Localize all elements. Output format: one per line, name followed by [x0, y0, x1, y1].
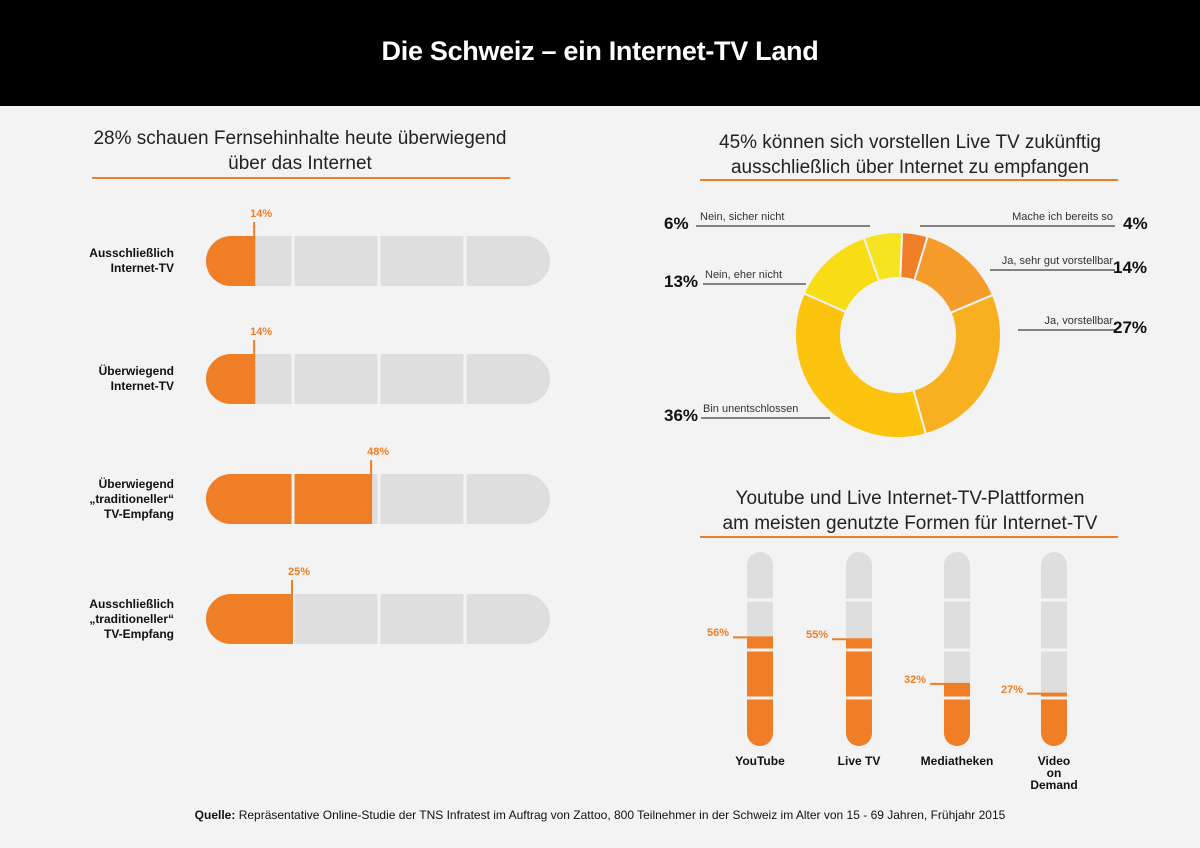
vbar-title-rule: [700, 536, 1118, 538]
donut-title-rule: [700, 179, 1118, 181]
donut-slice-value: 36%: [664, 406, 699, 425]
donut-slice-value: 13%: [664, 272, 699, 291]
donut-slice-label: Nein, eher nicht: [705, 269, 783, 281]
hbar-category-line: Ausschließlich: [89, 596, 174, 611]
donut-slice-label: Ja, sehr gut vorstellbar: [1001, 255, 1113, 267]
donut-title-line-1: 45% können sich vorstellen Live TV zukün…: [719, 132, 1101, 153]
hbar-category-line: Ausschließlich: [89, 246, 174, 260]
vbar-value-label: 56%: [707, 627, 730, 640]
vbar-category-line: on: [1046, 766, 1062, 780]
donut-section-title: 45% können sich vorstellen Live TV zukün…: [680, 130, 1140, 180]
vbar-value-label: 27%: [1001, 683, 1024, 696]
hbar-category-line: Überwiegend: [98, 476, 174, 491]
source-label: Quelle:: [194, 808, 236, 822]
hbar-fill: [206, 594, 292, 644]
donut-title-line-2: ausschließlich über Internet zu empfange…: [730, 157, 1090, 178]
donut-slice: [862, 231, 904, 283]
donut-slice-value: 27%: [1113, 318, 1148, 337]
hbar-category-line: TV-Empfang: [103, 506, 174, 521]
vbar-category-label: Video on Demand: [1009, 755, 1099, 791]
hbar-category-line: Überwiegend: [98, 364, 174, 378]
hbar-category-label: Ausschließlich Internet-TV: [54, 246, 174, 276]
hbar-category-label: Überwiegend Internet-TV: [54, 364, 174, 394]
vbar-value-label: 55%: [806, 629, 829, 642]
hbar-category-line: Internet-TV: [110, 379, 174, 393]
vbar-category-line: Live TV: [837, 754, 881, 768]
vbar-fill: [846, 639, 872, 746]
donut-slice-label: Bin unentschlossen: [703, 403, 799, 415]
hbar-category-line: TV-Empfang: [103, 626, 174, 641]
left-title-line-2: über das Internet: [228, 153, 372, 174]
donut-slice-value: 6%: [664, 214, 689, 233]
vbar-fill: [747, 637, 773, 746]
hbar-category-line: Internet-TV: [110, 261, 174, 275]
donut-slice-value: 14%: [1113, 258, 1148, 277]
donut-slice-label: Mache ich bereits so: [1012, 211, 1113, 223]
donut-slice-value: 4%: [1123, 214, 1148, 233]
hbar-fill: [206, 236, 255, 286]
page-title: Die Schweiz – ein Internet-TV Land: [381, 36, 819, 66]
hbar-fill: [206, 354, 255, 404]
vbar-category-line: Demand: [1030, 778, 1078, 792]
left-section-title: 28% schauen Fernsehinhalte heute überwie…: [60, 126, 540, 176]
donut-slice-label: Ja, vorstellbar: [1044, 315, 1113, 327]
hbar-value-label: 14%: [250, 326, 273, 338]
hbar-category-label: Überwiegend „traditioneller“ TV-Empfang: [54, 477, 174, 522]
vbar-title-line-1: Youtube und Live Internet-TV-Plattformen: [735, 488, 1085, 509]
hbar-value-label: 14%: [250, 208, 273, 220]
vbar-category-label: Mediatheken: [912, 755, 1002, 767]
left-title-rule: [92, 177, 510, 179]
header-bar: Die Schweiz – ein Internet-TV Land: [0, 0, 1200, 106]
source-text: Repräsentative Online-Studie der TNS Inf…: [235, 808, 1006, 822]
hbar-fill: [206, 474, 372, 524]
vbar-category-line: Mediatheken: [920, 754, 994, 768]
donut-slice: [794, 291, 928, 439]
hbar-category-line: „traditioneller“: [89, 491, 174, 506]
donut-slice: [912, 293, 1002, 436]
vbar-category-label: Live TV: [814, 755, 904, 767]
vbar-category-label: YouTube: [715, 755, 805, 767]
hbar-value-label: 48%: [367, 446, 390, 458]
hbar-category-line: „traditioneller“: [89, 611, 174, 626]
vbar-title-line-2: am meisten genutzte Formen für Internet-…: [722, 513, 1098, 534]
vbar-section-title: Youtube und Live Internet-TV-Plattformen…: [680, 486, 1140, 536]
vbar-category-line: YouTube: [735, 754, 785, 768]
vbar-fill: [944, 683, 970, 746]
hbar-value-label: 25%: [288, 566, 311, 578]
hbar-category-label: Ausschließlich „traditioneller“ TV-Empfang: [54, 597, 174, 642]
source-note: Quelle: Repräsentative Online-Studie der…: [0, 808, 1200, 822]
donut-slice-label: Nein, sicher nicht: [700, 211, 785, 223]
vbar-fill: [1041, 693, 1067, 746]
vbar-category-line: Video: [1037, 754, 1071, 768]
vbar-value-label: 32%: [904, 673, 927, 686]
left-title-line-1: 28% schauen Fernsehinhalte heute überwie…: [93, 128, 507, 149]
